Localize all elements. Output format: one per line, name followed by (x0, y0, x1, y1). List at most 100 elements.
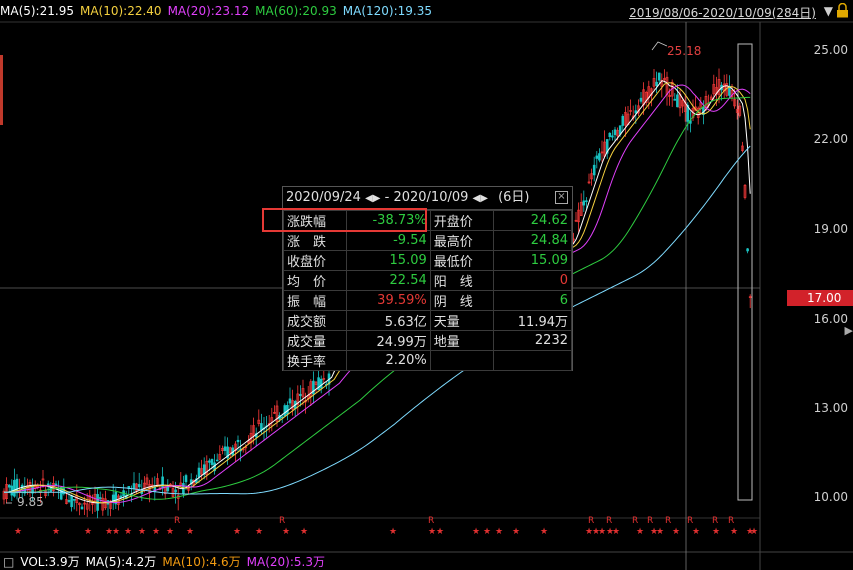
stat-value: 24.99万 (345, 330, 431, 351)
candle-body (587, 181, 591, 184)
stat-label: 天量 (429, 310, 494, 331)
date-from[interactable]: 2020/09/24 (286, 190, 361, 205)
candle-body (712, 84, 716, 95)
lock-icon[interactable] (836, 3, 849, 18)
close-icon[interactable]: × (555, 191, 568, 204)
candle-body (322, 378, 326, 380)
candle-body (748, 296, 752, 298)
dropdown-icon[interactable]: ▼ (823, 4, 833, 18)
stat-value: 11.94万 (492, 310, 573, 331)
square-icon: □ (3, 554, 15, 569)
candle-body (743, 184, 747, 198)
candle-body (608, 132, 612, 138)
candle-body (197, 467, 201, 478)
candle-body (179, 482, 183, 487)
candle-body (728, 85, 731, 96)
high-leader (651, 41, 668, 51)
candle-body (663, 78, 666, 81)
r-marker: R (279, 516, 286, 526)
left-right-arrow-icon[interactable]: ◀▶ (472, 193, 488, 204)
stat-value: 24.62 (492, 210, 573, 231)
table-row: 涨 跌 -9.54 最高价 24.84 (283, 230, 573, 251)
candle-body (267, 423, 271, 427)
candle-body (634, 110, 638, 114)
r-marker: R (632, 516, 639, 526)
star-marker: ★ (540, 527, 548, 537)
date-to[interactable]: 2020/10/09 (393, 190, 469, 205)
star-marker: ★ (692, 527, 700, 537)
y-axis-label: 19.00 (813, 222, 848, 236)
stats-table: 涨跌幅 -38.73% 开盘价 24.62 涨 跌 -9.54 最高价 24.8… (283, 210, 573, 371)
star-marker: ★ (186, 527, 194, 537)
stat-label: 阴 线 (429, 290, 494, 311)
star-marker: ★ (124, 527, 132, 537)
candle-body (184, 475, 188, 483)
r-marker: R (428, 516, 435, 526)
candle-body (598, 153, 601, 161)
candle-body (585, 200, 588, 202)
star-marker: ★ (636, 527, 644, 537)
r-marker: R (665, 516, 672, 526)
date-range-selector[interactable]: 2019/08/06-2020/10/09(284日) (629, 6, 816, 20)
r-marker: R (174, 516, 181, 526)
candle-body (660, 79, 664, 87)
candle-body (301, 388, 305, 398)
candle-body (616, 130, 619, 137)
stat-label: 成交额 (283, 310, 347, 331)
star-marker: ★ (84, 527, 92, 537)
candle-body (215, 459, 219, 462)
candle-body (611, 135, 614, 138)
candle-body (296, 393, 300, 405)
candle-body (62, 488, 66, 495)
date-separator: - (384, 190, 390, 205)
stat-label: 均 价 (283, 270, 347, 291)
vol-label: VOL:3.9万 (20, 555, 80, 569)
candle-body (145, 477, 149, 485)
candle-body (13, 479, 16, 497)
star-marker: ★ (152, 527, 160, 537)
candle-body (83, 502, 86, 505)
candle-body (221, 448, 224, 451)
candle-body (655, 81, 658, 86)
candle-body (226, 446, 229, 459)
popup-header: 2020/09/24 ◀▶ - 2020/10/09 ◀▶ (6日) × (283, 187, 572, 210)
star-marker: ★ (300, 527, 308, 537)
candle-body (309, 381, 313, 397)
left-right-arrow-icon[interactable]: ◀▶ (365, 193, 381, 204)
stat-label: 振 幅 (283, 290, 347, 311)
star-marker: ★ (512, 527, 520, 537)
candle-body (709, 96, 713, 100)
candle-body (741, 145, 744, 151)
stat-value: 15.09 (492, 250, 573, 271)
candle-body (41, 478, 45, 481)
table-row: 成交量 24.99万 地量 2232 (283, 330, 573, 351)
volume-legend-bar: □ VOL:3.9万 MA(5):4.2万 MA(10):4.6万 MA(20)… (0, 553, 853, 570)
star-marker: ★ (656, 527, 664, 537)
ma20-label: MA(20):23.12 (167, 4, 250, 18)
star-marker: ★ (592, 527, 600, 537)
star-marker: ★ (14, 527, 22, 537)
stat-value (492, 350, 573, 371)
candle-body (218, 454, 222, 460)
star-marker: ★ (472, 527, 480, 537)
stat-label: 地量 (429, 330, 494, 351)
star-marker: ★ (585, 527, 593, 537)
stat-label: 收盘价 (283, 250, 347, 271)
r-marker: R (588, 516, 595, 526)
candle-body (621, 115, 625, 126)
ma120-line (4, 145, 751, 495)
stat-value: 39.59% (345, 290, 431, 311)
star-marker: ★ (138, 527, 146, 537)
star-marker: ★ (672, 527, 680, 537)
star-marker: ★ (112, 527, 120, 537)
candle-body (67, 500, 71, 502)
candle-body (650, 88, 653, 96)
y-axis-label: 25.00 (813, 43, 848, 57)
scroll-right-icon[interactable]: ▶ (844, 324, 853, 337)
stat-label (429, 350, 494, 371)
candle-body (98, 497, 102, 499)
star-marker: ★ (428, 527, 436, 537)
candle-body (15, 478, 19, 494)
candle-body (624, 112, 627, 126)
